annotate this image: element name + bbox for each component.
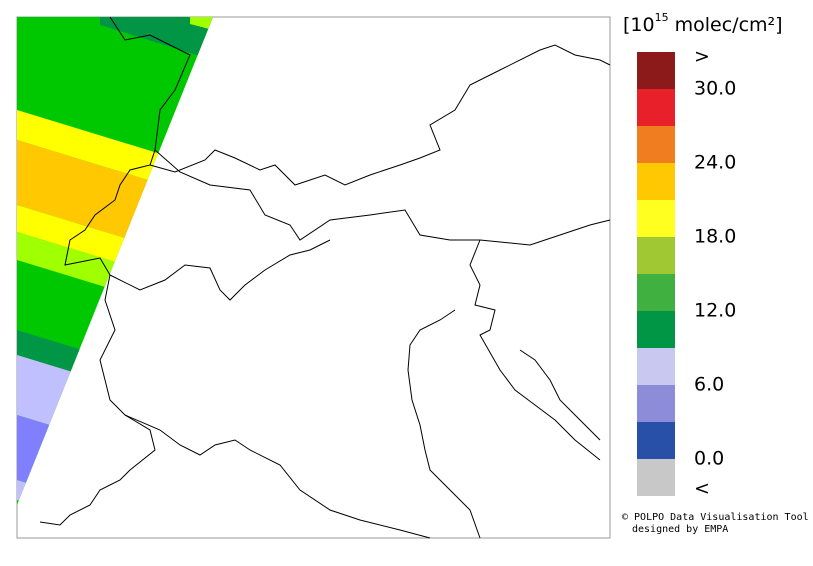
- colorbar-label: 6.0: [694, 374, 724, 396]
- colorbar-swatch: [637, 274, 675, 311]
- colorbar-label: 30.0: [694, 78, 736, 100]
- colorbar-label: 12.0: [694, 300, 736, 322]
- legend-title: [1015 molec/cm²]: [623, 11, 783, 36]
- colorbar-swatch: [637, 126, 675, 163]
- colorbar-label: 24.0: [694, 152, 736, 174]
- colorbar-label: 18.0: [694, 226, 736, 248]
- colorbar-label: <: [694, 478, 710, 500]
- colorbar-label: 0.0: [694, 448, 724, 470]
- colorbar-label: >: [694, 46, 710, 68]
- country-borders: [39, 16, 611, 539]
- colorbar-swatch: [637, 52, 675, 89]
- colorbar-swatch: [637, 459, 675, 496]
- colorbar-swatch: [637, 163, 675, 200]
- colorbar-swatch: [637, 385, 675, 422]
- credit-line1: © POLPO Data Visualisation Tool: [622, 512, 809, 523]
- credit-line2: designed by EMPA: [632, 524, 728, 535]
- colorbar: >30.0 24.0 18.0 12.0 6.0 0.0 <: [637, 46, 736, 500]
- colorbar-swatch: [637, 422, 675, 459]
- colorbar-swatch: [637, 311, 675, 348]
- colorbar-swatch: [637, 348, 675, 385]
- colorbar-swatch: [637, 89, 675, 126]
- colorbar-swatch: [637, 200, 675, 237]
- colorbar-swatch: [637, 237, 675, 274]
